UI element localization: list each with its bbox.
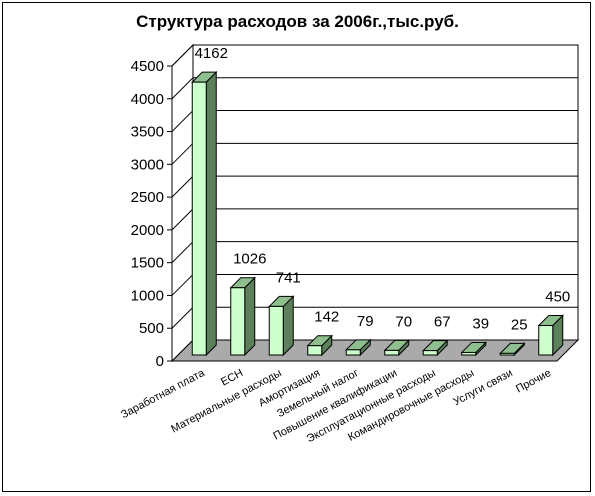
y-tick-label: 2500: [131, 189, 164, 206]
gridline-side: [171, 274, 194, 296]
data-label: 70: [395, 313, 412, 330]
x-tick-label: ЕСН: [219, 367, 245, 389]
data-label: 4162: [195, 45, 228, 62]
gridline-side: [171, 306, 194, 329]
bar: [461, 351, 477, 356]
y-tick-label: 0: [156, 353, 164, 370]
bar: [230, 287, 246, 356]
y-tick-label: 1500: [131, 255, 164, 272]
gridline-side: [171, 208, 194, 231]
bar: [345, 349, 361, 356]
gridline-side: [171, 110, 194, 132]
data-label: 450: [545, 289, 570, 306]
y-tick-label: 3000: [131, 156, 164, 173]
y-tick-label: 1000: [131, 287, 164, 304]
bar-side: [244, 276, 256, 357]
data-label: 79: [357, 313, 374, 330]
y-tick-label: 500: [139, 320, 164, 337]
bar: [268, 305, 284, 356]
y-tick-label: 2000: [131, 222, 164, 239]
data-label: 67: [434, 314, 451, 331]
gridline-side: [171, 142, 194, 165]
bar: [499, 352, 515, 356]
gridline-side: [171, 175, 194, 198]
bar: [384, 349, 400, 356]
chart-side-wall: [171, 43, 194, 363]
chart-title: Структура расходов за 2006г.,тыс.руб.: [136, 12, 459, 31]
data-label: 25: [511, 316, 528, 333]
bar: [307, 345, 323, 356]
bar: [422, 350, 438, 356]
y-tick-label: 4000: [131, 91, 164, 108]
bar: [191, 81, 207, 356]
gridline-side: [171, 44, 194, 67]
data-label: 142: [314, 309, 339, 326]
data-label: 1026: [233, 251, 266, 268]
y-tick-label: 3500: [131, 124, 164, 141]
bar-side: [205, 70, 217, 357]
y-tick-label: 4500: [131, 58, 164, 75]
data-label: 741: [276, 269, 301, 286]
gridline-side: [171, 241, 194, 264]
bar: [538, 325, 554, 356]
gridline-side: [171, 77, 194, 100]
data-label: 39: [472, 315, 489, 332]
x-tick-label: Прочие: [514, 367, 553, 395]
